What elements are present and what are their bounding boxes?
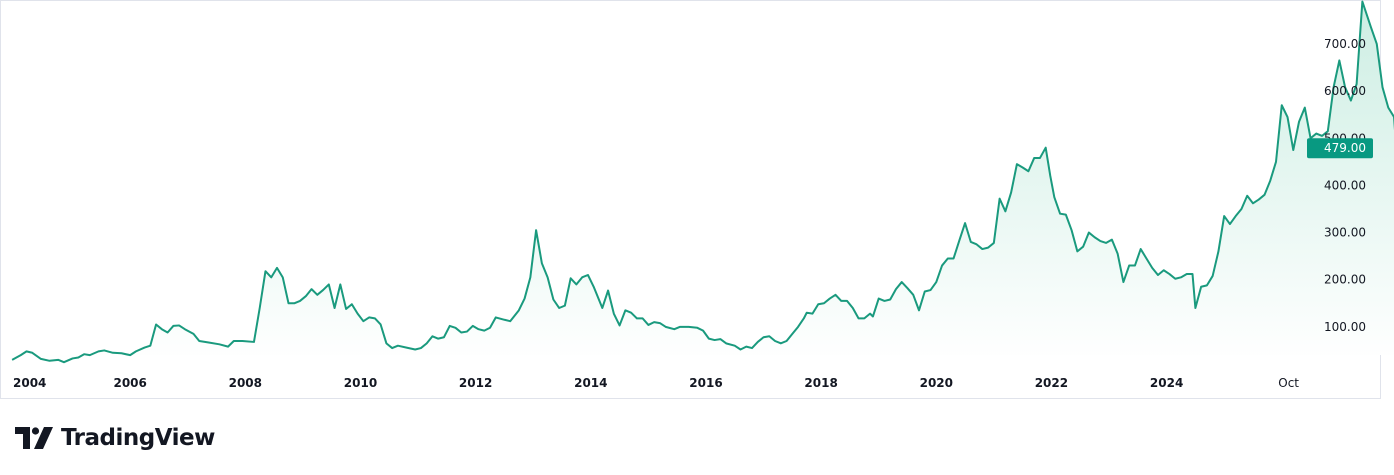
tradingview-logo-icon	[15, 427, 53, 449]
x-tick-label: 2004	[13, 376, 46, 390]
x-tick-label: 2016	[689, 376, 722, 390]
y-tick-label: 700.00	[1324, 37, 1366, 51]
area-fill	[12, 1, 1394, 363]
y-tick-label: 400.00	[1324, 178, 1366, 192]
x-tick-label: 2010	[344, 376, 377, 390]
x-tick-label: 2020	[920, 376, 953, 390]
price-line	[11, 0, 1394, 364]
x-tick-label: 2008	[229, 376, 262, 390]
brand-name: TradingView	[61, 425, 215, 451]
last-price-tag: 479.00	[1307, 138, 1373, 159]
x-tick-label: 2022	[1035, 376, 1068, 390]
x-tick-label: 2024	[1150, 376, 1183, 390]
x-tick-label: Oct	[1278, 376, 1299, 390]
y-tick-label: 200.00	[1324, 273, 1366, 287]
last-price-tag-background	[1307, 138, 1373, 159]
x-tick-label: 2006	[113, 376, 146, 390]
x-tick-label: 2014	[574, 376, 607, 390]
last-price-label: 479.00	[1324, 141, 1366, 155]
price-line-layer	[11, 0, 1394, 364]
y-tick-label: 100.00	[1324, 320, 1366, 334]
x-tick-label: 2012	[459, 376, 492, 390]
x-axis: 2004 2006 2008 2010 2012 2014 2016 2018 2020 2022…	[13, 376, 1299, 390]
area-fill-layer	[12, 1, 1394, 363]
price-chart[interactable]: 100.00200.00300.00400.00500.00600.00700.…	[0, 0, 1394, 400]
y-tick-label: 600.00	[1324, 84, 1366, 98]
y-tick-label: 300.00	[1324, 226, 1366, 240]
brand[interactable]: TradingView	[15, 423, 215, 453]
x-tick-label: 2018	[804, 376, 837, 390]
